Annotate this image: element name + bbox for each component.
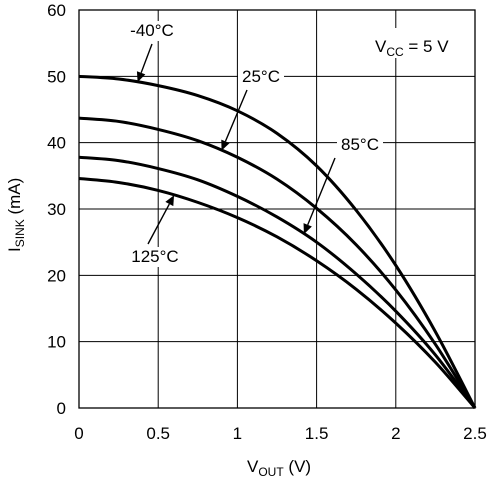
callout-leader <box>307 157 336 226</box>
series-line <box>78 74 477 409</box>
series-line <box>78 116 477 409</box>
x-tick-label: 2.5 <box>463 424 487 443</box>
callout-label-bg <box>124 21 180 41</box>
x-tick-label: 2 <box>391 424 400 443</box>
plot-frame <box>78 9 476 409</box>
x-tick-label: 1.5 <box>305 424 329 443</box>
series-label: 125°C <box>131 247 178 266</box>
y-tick-label: 50 <box>47 67 66 86</box>
x-tick-labels: 0 0.5 1 1.5 2 2.5 <box>74 424 487 443</box>
callout-leader <box>224 89 248 142</box>
callout-arrowhead <box>136 71 146 83</box>
x-tick-label: 1 <box>233 424 242 443</box>
series-label: 85°C <box>341 135 379 154</box>
callout-leader <box>147 203 170 245</box>
callout-arrowhead <box>221 139 230 151</box>
y-tick-label: 20 <box>47 266 66 285</box>
callout-arrowhead <box>303 223 312 235</box>
series-line <box>78 176 477 409</box>
callout-arrowhead <box>165 195 175 207</box>
y-tick-label: 0 <box>57 399 66 418</box>
callout-label-bg <box>127 247 183 267</box>
y-tick-label: 40 <box>47 134 66 153</box>
series-curves <box>78 74 477 409</box>
x-tick-label: 0 <box>74 424 83 443</box>
callout-label-bg <box>337 135 383 155</box>
y-tick-label: 10 <box>47 333 66 352</box>
x-tick-label: 0.5 <box>146 424 170 443</box>
vcc-annotation: VCC = 5 V <box>366 28 470 59</box>
vcc-annotation-bg <box>366 28 470 58</box>
callout-label-bg <box>238 67 284 87</box>
callout-leader <box>140 43 153 74</box>
y-axis-label: ISINK (mA) <box>5 178 27 252</box>
x-axis-label: VOUT (V) <box>247 457 311 479</box>
y-tick-label: 60 <box>47 1 66 20</box>
y-tick-labels: 0 10 20 30 40 50 60 <box>47 1 66 418</box>
vcc-annotation-text: VCC = 5 V <box>375 37 449 59</box>
series-label: -40°C <box>130 21 174 40</box>
series-line <box>78 155 477 409</box>
series-label: 25°C <box>242 67 280 86</box>
y-tick-label: 30 <box>47 200 66 219</box>
callouts: -40°C 25°C 85°C 125°C <box>124 21 383 267</box>
